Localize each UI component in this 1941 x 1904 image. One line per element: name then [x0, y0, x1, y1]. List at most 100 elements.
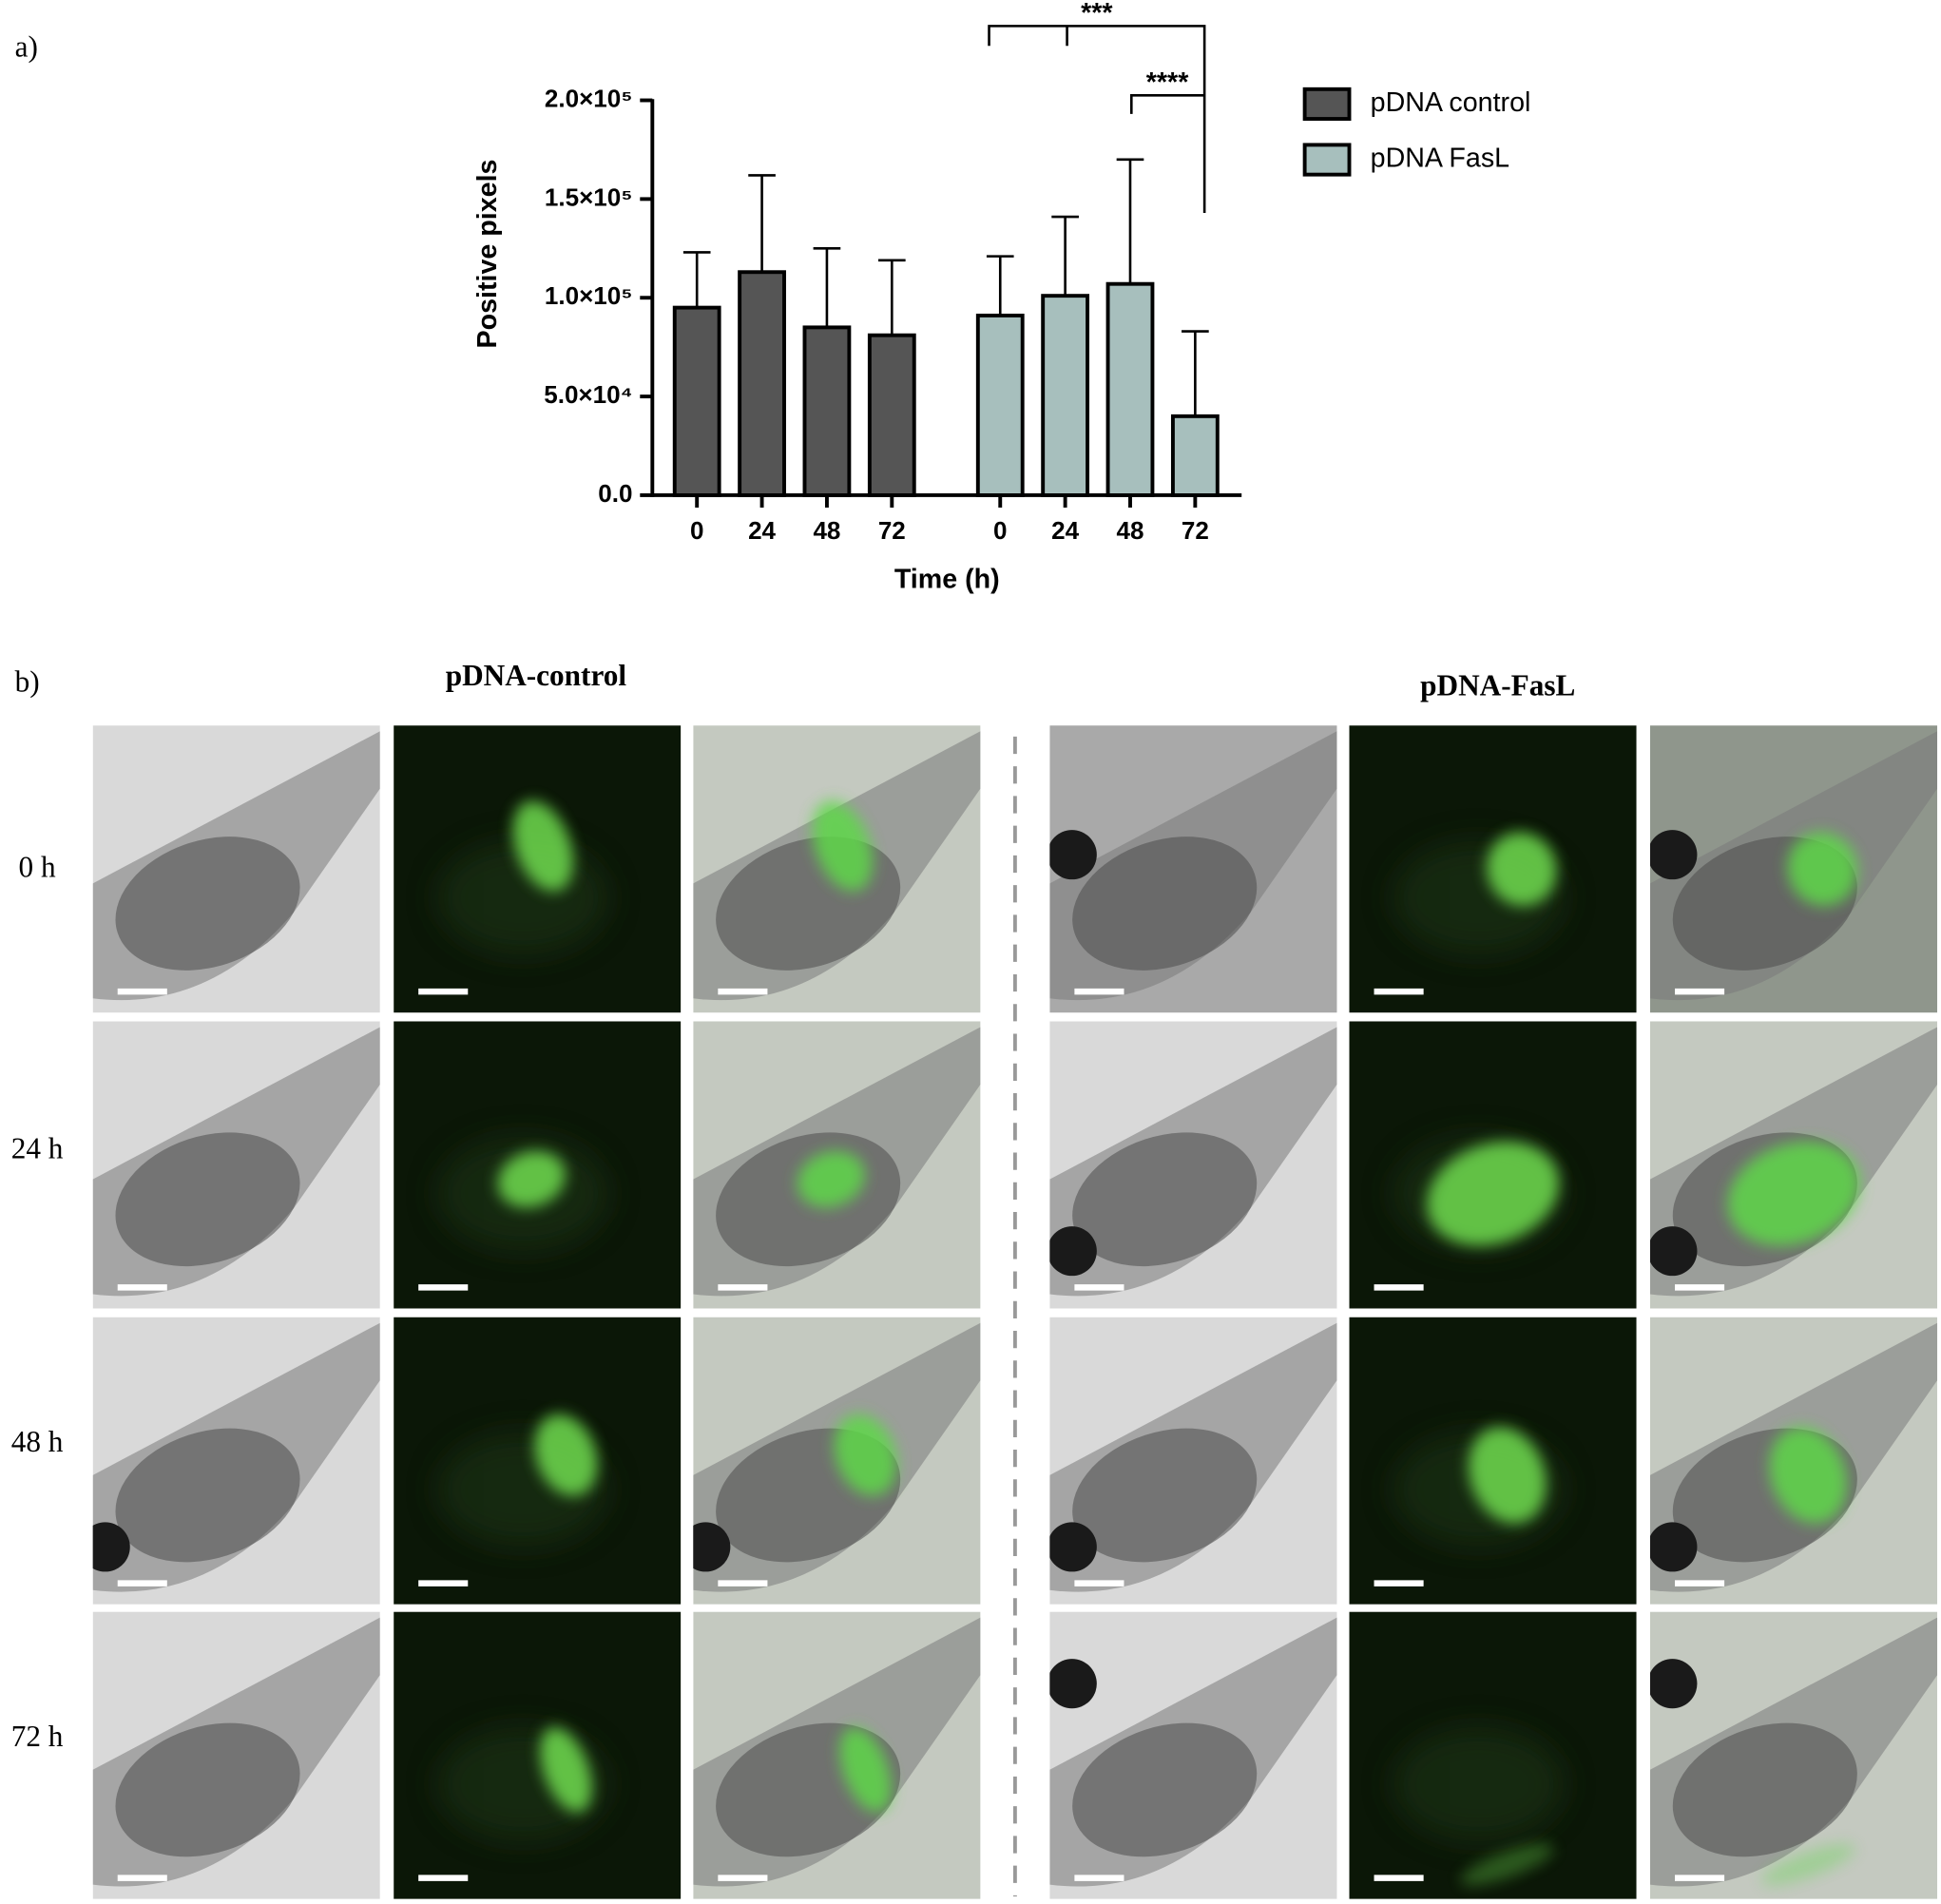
error-bar: [877, 259, 906, 336]
micrograph: [1349, 1611, 1637, 1899]
micrograph: [1049, 725, 1337, 1013]
yolk: [115, 1132, 300, 1267]
bracket: [1129, 94, 1205, 114]
y-tick-label: 5.0×10⁴: [544, 380, 632, 409]
yolk: [1072, 1132, 1258, 1267]
micrograph: [693, 1317, 981, 1605]
micrograph: [693, 1611, 981, 1899]
bar: [867, 333, 916, 497]
row-label: 72 h: [11, 1720, 64, 1753]
micrograph: [693, 725, 981, 1013]
fluorescence: [1460, 1843, 1554, 1886]
fluorescence: [512, 800, 574, 892]
fluorescence: [1760, 1843, 1855, 1886]
error-bar: [748, 174, 776, 273]
micrograph: [1349, 1021, 1637, 1309]
fluorescence: [1487, 832, 1557, 907]
micrograph: [394, 1611, 682, 1899]
x-tick-label: 0: [690, 516, 703, 545]
column-header: pDNA-control: [446, 659, 627, 692]
micrograph: [1049, 1611, 1337, 1899]
annotation: ****: [1146, 67, 1189, 98]
fluorescence: [1787, 832, 1858, 907]
x-tick-label: 72: [878, 516, 906, 545]
bar: [975, 313, 1025, 497]
micrograph: [394, 725, 682, 1013]
yolk: [115, 1428, 300, 1563]
fluorescence: [1426, 1141, 1560, 1246]
legend-swatch: [1302, 87, 1352, 122]
x-axis-title: Time (h): [894, 564, 1000, 594]
micrograph: [394, 1317, 682, 1605]
micrograph: [1649, 1611, 1938, 1899]
yolk: [1072, 1428, 1258, 1563]
micrograph: [92, 1021, 380, 1309]
x-tick-label: 48: [813, 516, 840, 545]
micrograph: [1649, 1317, 1938, 1605]
significance: [988, 25, 1206, 214]
x-tick-label: 72: [1182, 516, 1209, 545]
bar: [1105, 281, 1155, 497]
fluorescence: [497, 1150, 566, 1208]
error-bar: [1116, 158, 1144, 284]
panel-label: a): [15, 29, 38, 63]
error-bar: [1182, 330, 1209, 416]
yolk-glow: [1392, 1726, 1566, 1842]
micrograph: [1049, 1021, 1337, 1309]
yolk: [115, 1722, 300, 1857]
legend-label: pDNA FasL: [1371, 144, 1509, 174]
bar: [672, 305, 721, 497]
yolk: [115, 837, 300, 971]
micrograph: [1349, 1317, 1637, 1605]
eye: [1049, 830, 1097, 880]
micrograph: [92, 1317, 380, 1605]
eye: [1649, 1659, 1698, 1709]
micrograph: [1649, 1021, 1938, 1309]
fluorescence: [797, 1150, 865, 1208]
micrograph: [92, 725, 380, 1013]
row-label: 0 h: [19, 851, 56, 884]
eye: [1049, 1522, 1097, 1572]
micrograph: [92, 1611, 380, 1899]
bar: [802, 325, 852, 497]
bar: [1170, 413, 1220, 497]
micrograph: [1049, 1317, 1337, 1605]
x-tick-label: 24: [1051, 516, 1079, 545]
eye: [1049, 1659, 1097, 1709]
micrograph: [394, 1021, 682, 1309]
micrograph: [1649, 725, 1938, 1013]
row-label: 48 h: [11, 1425, 64, 1458]
error-bar: [682, 251, 711, 308]
bracket: [988, 25, 1206, 214]
error-bar: [1051, 215, 1079, 297]
row-label: 24 h: [11, 1131, 64, 1164]
column-header: pDNA-FasL: [1420, 668, 1575, 702]
eye: [1649, 1226, 1698, 1277]
fluorescence: [839, 1727, 892, 1813]
panel-label: b): [15, 664, 40, 698]
x-tick-label: 24: [748, 516, 776, 545]
y-tick-label: 0.0: [598, 479, 632, 508]
y-axis-title: Positive pixels: [472, 160, 503, 349]
y-tick-label: 2.0×10⁵: [545, 84, 633, 112]
eye: [1649, 830, 1698, 880]
bar: [1041, 294, 1090, 497]
x-tick-label: 48: [1117, 516, 1144, 545]
fluorescence: [540, 1727, 592, 1813]
yolk: [1672, 1722, 1857, 1857]
annotation: ***: [1081, 0, 1113, 29]
fluorescence: [834, 1414, 897, 1496]
legend-label: pDNA control: [1371, 87, 1531, 118]
error-bar: [986, 255, 1014, 316]
fluorescence: [1468, 1427, 1547, 1524]
eye: [693, 1522, 731, 1572]
micrograph: [693, 1021, 981, 1309]
fluorescence: [1727, 1141, 1860, 1246]
error-bar: [813, 247, 841, 328]
y-tick-label: 1.0×10⁵: [545, 281, 633, 310]
micrograph: [1349, 725, 1637, 1013]
x-tick-label: 0: [993, 516, 1007, 545]
fluorescence: [812, 800, 874, 892]
eye: [92, 1522, 130, 1572]
